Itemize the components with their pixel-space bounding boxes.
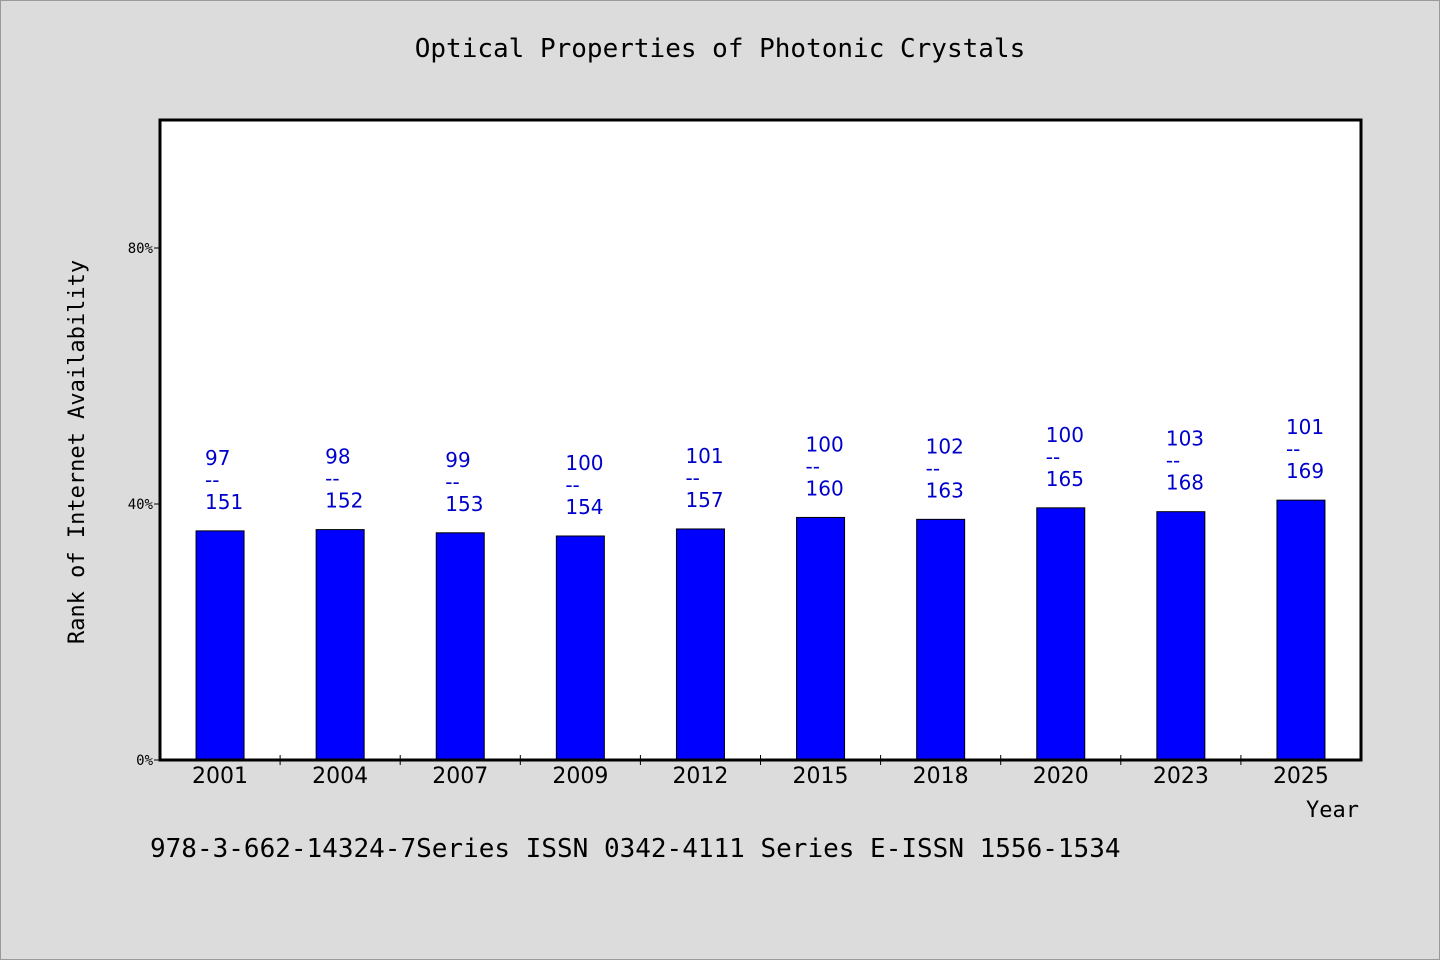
bar-data-label-line: 98 bbox=[325, 445, 350, 469]
x-tick-label: 2020 bbox=[1033, 764, 1089, 789]
bar bbox=[315, 529, 365, 761]
bar bbox=[195, 530, 245, 761]
x-tick-label: 2023 bbox=[1153, 764, 1209, 789]
bar-data-label-line: 103 bbox=[1166, 427, 1204, 451]
bar bbox=[675, 528, 725, 761]
plot-border bbox=[158, 118, 1363, 762]
bar-data-label: 101 --169 bbox=[1286, 415, 1324, 483]
bar-data-label: 100 --160 bbox=[806, 432, 844, 500]
bar-data-label-line: -- bbox=[926, 456, 940, 480]
y-tick-label: 80% bbox=[128, 241, 154, 257]
bar bbox=[916, 518, 966, 761]
bar-data-label-line: -- bbox=[565, 473, 579, 497]
bar-data-label-line: -- bbox=[1286, 437, 1300, 461]
bar-data-label: 99 --153 bbox=[445, 448, 483, 516]
bar-data-label-line: -- bbox=[205, 468, 219, 492]
bar-data-label-line: 165 bbox=[1046, 467, 1084, 491]
bar bbox=[435, 532, 485, 761]
x-axis-title: Year bbox=[1306, 798, 1359, 823]
bar-data-label-line: 152 bbox=[325, 489, 363, 513]
bar-data-label-line: 163 bbox=[926, 478, 964, 502]
y-axis-title: Rank of Internet Availability bbox=[65, 260, 90, 644]
bar bbox=[555, 535, 605, 761]
bar-data-label-line: 153 bbox=[445, 492, 483, 516]
x-tick-label: 2004 bbox=[312, 764, 368, 789]
bar-data-label-line: 154 bbox=[565, 495, 603, 519]
x-tick-label: 2012 bbox=[672, 764, 728, 789]
bar-data-label-line: -- bbox=[1166, 449, 1180, 473]
bar-data-label: 100 --154 bbox=[565, 451, 603, 519]
x-tick-label: 2001 bbox=[192, 764, 248, 789]
bar-data-label-line: 101 bbox=[685, 444, 723, 468]
bar-data-label-line: 100 bbox=[1046, 423, 1084, 447]
bar-data-label: 102 --163 bbox=[926, 434, 964, 502]
chart-title: Optical Properties of Photonic Crystals bbox=[414, 34, 1026, 64]
bar-data-label-line: 100 bbox=[806, 432, 844, 456]
y-tick-label: 40% bbox=[128, 497, 154, 513]
bar-data-label-line: 151 bbox=[205, 490, 243, 514]
bar-data-label: 97 --151 bbox=[205, 446, 243, 514]
x-tick-label: 2015 bbox=[793, 764, 849, 789]
bar-data-label-line: 102 bbox=[926, 434, 964, 458]
footer-text: 978-3-662-14324-7Series ISSN 0342-4111 S… bbox=[150, 834, 1121, 864]
x-tick-label: 2025 bbox=[1273, 764, 1329, 789]
bar bbox=[796, 516, 846, 761]
bar-data-label-line: -- bbox=[325, 467, 339, 491]
bar-data-label: 103 --168 bbox=[1166, 427, 1204, 495]
bar-data-label: 100 --165 bbox=[1046, 423, 1084, 491]
bar-data-label-line: 100 bbox=[565, 451, 603, 475]
bar-data-label-line: 101 bbox=[1286, 415, 1324, 439]
bar bbox=[1276, 499, 1326, 761]
bar-data-label-line: 160 bbox=[806, 476, 844, 500]
bar-data-label-line: 97 bbox=[205, 446, 230, 470]
y-tick-label: 0% bbox=[136, 753, 153, 769]
bar-data-label-line: -- bbox=[806, 454, 820, 478]
x-tick-label: 2018 bbox=[913, 764, 969, 789]
bar bbox=[1036, 507, 1086, 761]
bar-data-label-line: 157 bbox=[685, 488, 723, 512]
bar-data-label: 101 --157 bbox=[685, 444, 723, 512]
x-tick-label: 2007 bbox=[432, 764, 488, 789]
bar-data-label-line: -- bbox=[1046, 445, 1060, 469]
bar-data-label-line: -- bbox=[685, 466, 699, 490]
bar bbox=[1156, 511, 1206, 761]
bar-data-label-line: 99 bbox=[445, 448, 470, 472]
bar-data-label-line: 169 bbox=[1286, 459, 1324, 483]
bar-data-label: 98 --152 bbox=[325, 445, 363, 513]
bar-data-label-line: -- bbox=[445, 470, 459, 494]
bar-data-label-line: 168 bbox=[1166, 471, 1204, 495]
x-tick-label: 2009 bbox=[552, 764, 608, 789]
